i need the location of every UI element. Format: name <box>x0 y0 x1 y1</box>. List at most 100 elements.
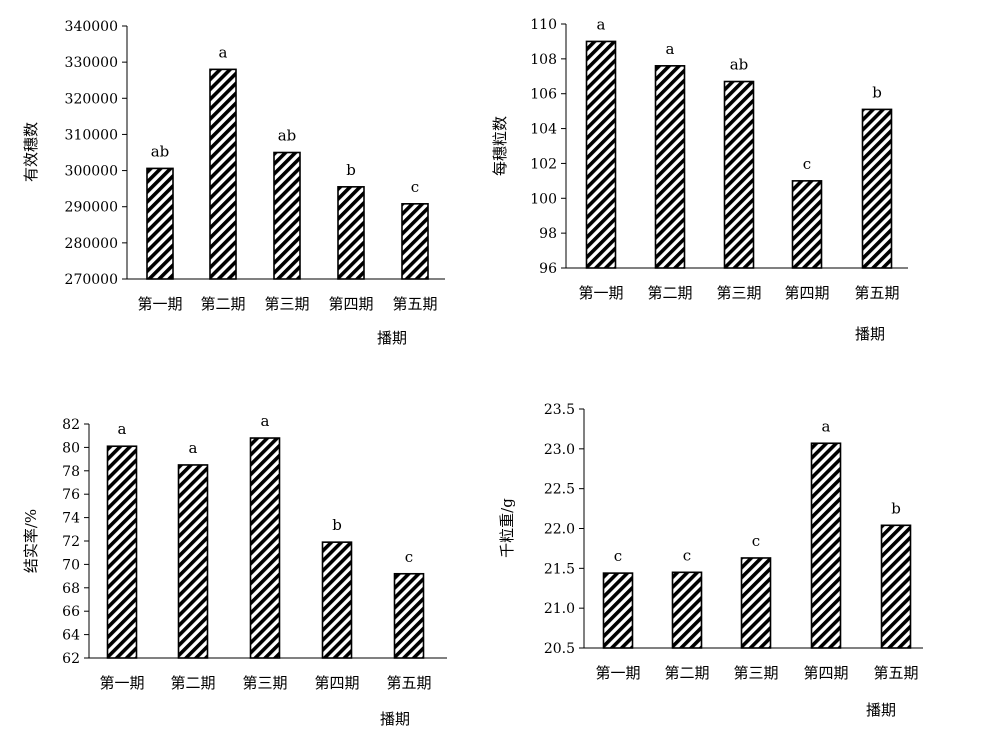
y-tick-label: 74 <box>62 511 80 527</box>
x-category-label: 第四期 <box>803 664 848 682</box>
significance-label: a <box>822 417 831 435</box>
x-category-label: 第四期 <box>784 284 829 302</box>
significance-label: a <box>666 40 675 58</box>
y-tick-label: 21.0 <box>544 601 575 617</box>
significance-label: b <box>346 161 356 179</box>
y-tick-label: 340000 <box>65 19 118 35</box>
significance-label: a <box>261 412 270 430</box>
y-tick-label: 102 <box>530 156 557 172</box>
x-axis-title: 播期 <box>377 329 407 347</box>
bar <box>321 541 353 659</box>
significance-label: b <box>332 516 342 534</box>
bar <box>106 445 138 659</box>
bar <box>740 557 772 649</box>
y-tick-label: 96 <box>539 261 557 277</box>
bar <box>273 151 301 280</box>
y-tick-label: 108 <box>530 52 557 68</box>
chart-seed-setting-rate: 62 64 66 68 70 72 74 76 78 80 82 a 第一期 a 第二期 a 第三期 b 第四期 c 第… <box>22 412 447 728</box>
x-category-label: 第五期 <box>386 674 431 692</box>
x-category-label: 第二期 <box>664 664 709 682</box>
significance-label: a <box>118 420 127 438</box>
y-tick-label: 76 <box>62 487 80 503</box>
x-category-label: 第二期 <box>170 674 215 692</box>
x-category-label: 第五期 <box>854 284 899 302</box>
y-axis-title: 结实率/% <box>22 509 40 573</box>
x-category-label: 第二期 <box>647 284 692 302</box>
y-tick-label: 23.5 <box>544 402 575 418</box>
bar <box>810 442 842 649</box>
x-category-label: 第三期 <box>264 295 309 313</box>
significance-label: c <box>803 155 811 173</box>
y-tick-label: 98 <box>539 226 557 242</box>
significance-label: ab <box>151 142 170 160</box>
y-tick-label: 330000 <box>65 55 118 71</box>
y-tick-label: 68 <box>62 581 80 597</box>
significance-label: c <box>411 178 419 196</box>
x-category-label: 第四期 <box>328 295 373 313</box>
x-category-label: 第三期 <box>242 674 287 692</box>
y-tick-label: 22.0 <box>544 522 575 538</box>
y-tick-label: 290000 <box>65 200 118 216</box>
y-tick-label: 72 <box>62 534 80 550</box>
y-tick-label: 62 <box>62 651 80 667</box>
y-tick-label: 106 <box>530 87 557 103</box>
y-tick-label: 20.5 <box>544 641 575 657</box>
y-tick-label: 21.5 <box>544 561 575 577</box>
bar <box>861 108 893 269</box>
y-tick-label: 78 <box>62 464 80 480</box>
x-axis-title: 播期 <box>866 701 896 719</box>
y-tick-label: 22.5 <box>544 482 575 498</box>
significance-label: ab <box>278 127 297 145</box>
bar <box>209 68 237 280</box>
significance-label: c <box>614 547 622 565</box>
x-category-label: 第五期 <box>392 295 437 313</box>
y-tick-label: 23.0 <box>544 442 575 458</box>
y-tick-label: 310000 <box>65 127 118 143</box>
x-category-label: 第一期 <box>99 674 144 692</box>
bar <box>880 524 912 649</box>
y-tick-label: 82 <box>62 417 80 433</box>
significance-label: ab <box>730 56 749 74</box>
y-tick-label: 100 <box>530 191 557 207</box>
x-category-label: 第三期 <box>733 664 778 682</box>
y-tick-label: 64 <box>62 628 80 644</box>
y-tick-label: 70 <box>62 557 80 573</box>
bar <box>337 186 365 280</box>
bar <box>393 572 425 659</box>
chart-thousand-grain-weight: 20.5 21.0 21.5 22.0 22.5 23.0 23.5 c 第一期 c 第二期 c 第三期… <box>498 402 923 719</box>
bar <box>602 572 634 649</box>
significance-label: c <box>683 546 691 564</box>
y-tick-label: 300000 <box>65 164 118 180</box>
y-tick-label: 270000 <box>65 272 118 288</box>
significance-label: c <box>752 532 760 550</box>
y-tick-label: 66 <box>62 604 80 620</box>
bar <box>249 437 281 659</box>
y-axis-title: 有效穗数 <box>22 122 40 182</box>
y-axis-title: 千粒重/g <box>498 498 516 558</box>
bar <box>401 203 429 280</box>
x-category-label: 第一期 <box>578 284 623 302</box>
x-category-label: 第四期 <box>314 674 359 692</box>
bar <box>585 40 617 269</box>
significance-label: c <box>405 548 413 566</box>
y-axis-title: 每穗粒数 <box>491 116 509 176</box>
x-axis-title: 播期 <box>855 325 885 343</box>
significance-label: a <box>597 15 606 33</box>
significance-label: a <box>219 43 228 61</box>
x-axis-title: 播期 <box>380 710 410 728</box>
significance-label: b <box>872 83 882 101</box>
bar <box>654 65 686 269</box>
x-category-label: 第一期 <box>137 295 182 313</box>
chart-grains-per-panicle: 96 98 100 102 104 106 108 110 a 第一期 a 第二期 ab 第三期 c 第四期 b… <box>491 15 908 343</box>
bar <box>723 80 755 269</box>
bar <box>791 180 823 269</box>
y-tick-label: 104 <box>530 122 557 138</box>
x-category-label: 第五期 <box>873 664 918 682</box>
significance-label: a <box>189 439 198 457</box>
y-tick-label: 110 <box>530 17 557 33</box>
chart-effective-panicles: 270000 280000 290000 300000 310000 320000 3300… <box>22 19 445 347</box>
y-tick-label: 280000 <box>65 236 118 252</box>
bar <box>177 464 209 659</box>
bar <box>671 571 703 649</box>
